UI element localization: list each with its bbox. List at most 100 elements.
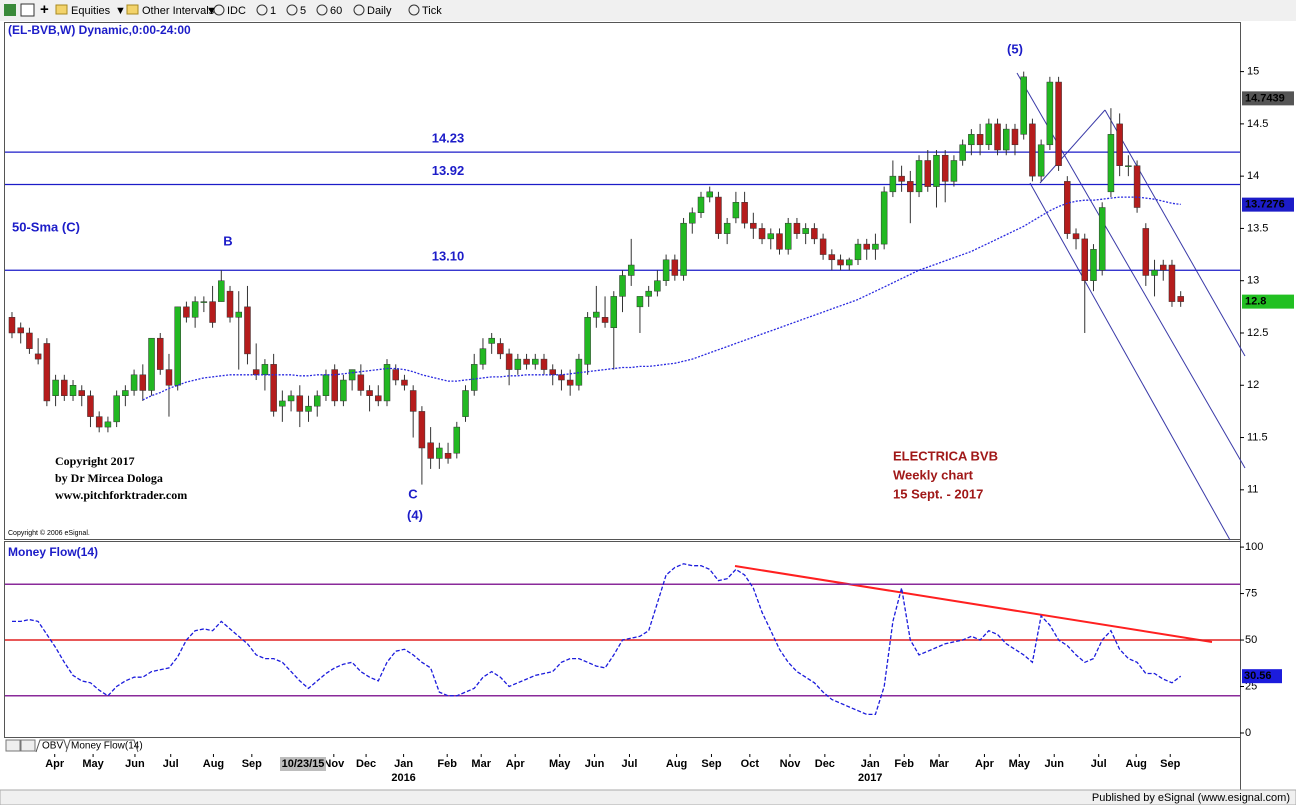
dropdown-arrow[interactable]: ▼ bbox=[206, 5, 217, 17]
candle-body bbox=[366, 390, 373, 396]
candle-body bbox=[17, 327, 24, 334]
candle-body bbox=[453, 426, 461, 454]
candle-body bbox=[558, 374, 565, 381]
candle-body bbox=[619, 275, 626, 297]
candle-body bbox=[846, 259, 853, 266]
candle-body bbox=[811, 228, 818, 240]
x-tick-label: Aug bbox=[203, 758, 224, 770]
candle-body bbox=[148, 337, 155, 391]
candle-body bbox=[1003, 128, 1010, 151]
candle-body bbox=[741, 202, 748, 224]
toolbar-item[interactable]: Tick bbox=[422, 5, 442, 17]
x-tick-label: Sep bbox=[701, 758, 721, 770]
y-tick-label: 14.5 bbox=[1247, 118, 1268, 130]
candle-body bbox=[540, 358, 548, 370]
x-tick-label: May bbox=[549, 758, 571, 770]
candle-body bbox=[409, 390, 417, 412]
candle-body bbox=[802, 228, 809, 234]
candle-body bbox=[924, 160, 932, 187]
interval-icon bbox=[408, 4, 420, 16]
candle-body bbox=[863, 243, 870, 250]
x-tick-label: Feb bbox=[894, 758, 914, 770]
sma-label: 50-Sma (C) bbox=[12, 219, 80, 234]
indicator-title: Money Flow(14) bbox=[8, 545, 98, 559]
tab-nav[interactable] bbox=[5, 739, 21, 752]
candle-body bbox=[750, 222, 757, 229]
y-tick-label: 11.5 bbox=[1247, 431, 1268, 443]
tab[interactable] bbox=[35, 739, 69, 753]
toolbar-item[interactable]: Other Intervals bbox=[142, 5, 215, 17]
toolbar-item[interactable]: IDC bbox=[227, 5, 246, 17]
annotation: C bbox=[408, 486, 418, 501]
candle-body bbox=[1055, 81, 1062, 166]
toolbar-item[interactable]: Daily bbox=[367, 5, 392, 17]
candle-body bbox=[340, 379, 347, 402]
candle-body bbox=[218, 280, 225, 302]
copyright-note: Copyright 2017 bbox=[55, 454, 135, 468]
series-line bbox=[142, 196, 1181, 401]
candle-body bbox=[776, 233, 783, 250]
price-label: 12.8 bbox=[1245, 296, 1266, 308]
candle-body bbox=[69, 385, 77, 396]
tab-label[interactable]: Money Flow(14) bbox=[71, 741, 143, 752]
tab-nav[interactable] bbox=[20, 739, 36, 752]
toolbar-item[interactable]: Equities bbox=[71, 5, 111, 17]
candle-body bbox=[104, 421, 112, 428]
candle-body bbox=[418, 411, 426, 449]
tab[interactable] bbox=[65, 739, 139, 753]
pitchfork-line bbox=[1029, 182, 1231, 541]
candle-body bbox=[715, 196, 722, 234]
pitchfork-handle bbox=[1039, 109, 1106, 184]
candle-body bbox=[1072, 233, 1080, 240]
candle-body bbox=[1098, 207, 1106, 271]
candle-body bbox=[401, 379, 408, 386]
y-tick-label: 100 bbox=[1245, 541, 1263, 553]
candle-body bbox=[758, 228, 766, 240]
candle-body bbox=[87, 395, 94, 417]
toolbar-item[interactable]: 5 bbox=[300, 5, 306, 17]
candle-body bbox=[1037, 144, 1045, 177]
candle-body bbox=[26, 332, 33, 349]
candle-body bbox=[287, 395, 295, 402]
toolbar-item[interactable]: 60 bbox=[330, 5, 342, 17]
candle-body bbox=[392, 369, 399, 381]
candle-body bbox=[593, 311, 600, 318]
toolbar-icon[interactable] bbox=[4, 4, 16, 16]
candle-body bbox=[1125, 165, 1132, 167]
candle-body bbox=[706, 191, 713, 198]
candle-body bbox=[872, 243, 879, 250]
candle-body bbox=[1011, 128, 1019, 146]
candle-body bbox=[880, 191, 888, 245]
copyright-note: by Dr Mircea Dologa bbox=[55, 471, 163, 485]
interval-icon bbox=[316, 4, 328, 16]
candle-body bbox=[130, 374, 138, 391]
y-tick-label: 11 bbox=[1247, 484, 1258, 496]
candle-body bbox=[976, 134, 984, 146]
candle-body bbox=[305, 405, 312, 412]
trend-line bbox=[734, 565, 1213, 643]
candle-body bbox=[427, 442, 434, 459]
candle-body bbox=[697, 196, 705, 213]
y-tick-label: 14 bbox=[1247, 170, 1259, 182]
candle-body bbox=[784, 222, 792, 250]
candle-body bbox=[200, 301, 208, 303]
x-tick-label: Jun bbox=[1044, 758, 1064, 770]
candle-body bbox=[183, 306, 190, 318]
x-tick-label: Jul bbox=[163, 758, 179, 770]
candle-body bbox=[235, 311, 242, 318]
candle-body bbox=[854, 243, 862, 261]
toolbar-item[interactable]: 1 bbox=[270, 5, 276, 17]
toolbar-icon[interactable] bbox=[20, 3, 35, 17]
candle-body bbox=[689, 212, 696, 224]
candle-body bbox=[898, 175, 905, 182]
dropdown-arrow[interactable]: ▼ bbox=[115, 5, 126, 17]
candle-body bbox=[505, 353, 513, 370]
candle-body bbox=[43, 343, 51, 402]
candle-body bbox=[1081, 238, 1089, 281]
candle-body bbox=[261, 364, 269, 376]
candle-body bbox=[95, 416, 103, 428]
candle-body bbox=[1046, 81, 1054, 146]
toolbar-plus[interactable]: + bbox=[40, 1, 49, 18]
tab-label[interactable]: OBV bbox=[42, 741, 63, 752]
candle-body bbox=[636, 296, 644, 308]
